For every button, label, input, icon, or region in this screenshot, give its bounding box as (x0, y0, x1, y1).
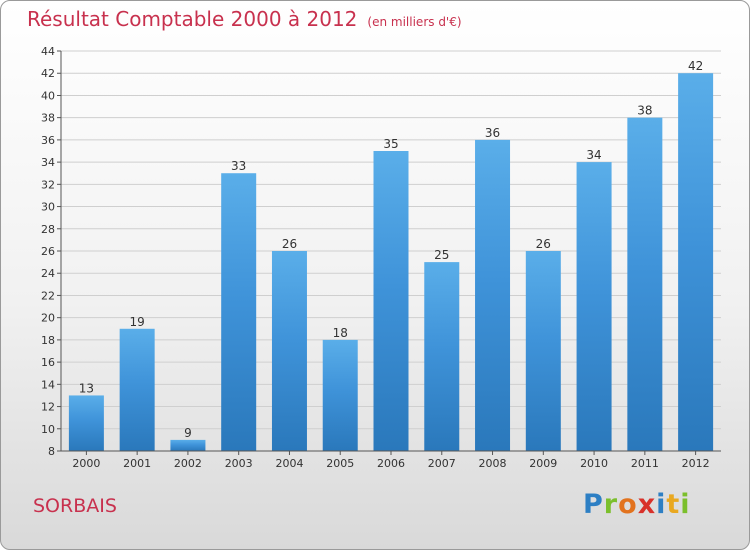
y-tick-label: 20 (41, 312, 55, 325)
x-tick-label: 2004 (275, 457, 303, 470)
x-tick-label: 2003 (225, 457, 253, 470)
data-label: 35 (383, 137, 398, 151)
x-tick-label: 2001 (123, 457, 151, 470)
data-label: 26 (536, 237, 551, 251)
logo-letter: t (666, 489, 681, 520)
data-label: 36 (485, 126, 500, 140)
data-label: 33 (231, 159, 246, 173)
bar-2005 (322, 339, 358, 451)
y-tick-label: 42 (41, 67, 55, 80)
bar-2001 (119, 328, 155, 451)
y-tick-label: 38 (41, 112, 55, 125)
y-tick-label: 32 (41, 178, 55, 191)
proxiti-logo: Proxiti (583, 489, 691, 520)
y-tick-label: 24 (41, 267, 55, 280)
bar-2003 (221, 173, 257, 451)
logo-letter: i (656, 489, 667, 520)
logo-letter: i (680, 489, 691, 520)
x-tick-label: 2006 (377, 457, 405, 470)
bar-2002 (170, 439, 206, 451)
data-label: 13 (79, 381, 94, 395)
y-tick-label: 28 (41, 223, 55, 236)
y-tick-label: 10 (41, 423, 55, 436)
x-tick-label: 2011 (631, 457, 659, 470)
x-tick-label: 2000 (72, 457, 100, 470)
logo-letter: x (637, 489, 657, 520)
data-label: 9 (184, 426, 192, 440)
y-tick-label: 14 (41, 378, 55, 391)
logo-letter: r (603, 489, 619, 520)
bar-2006 (373, 151, 409, 451)
bar-2004 (271, 251, 307, 451)
y-tick-label: 30 (41, 201, 55, 214)
bar-2010 (576, 162, 612, 451)
chart-title: Résultat Comptable 2000 à 2012 (en millie… (27, 7, 462, 31)
bar-2000 (68, 395, 104, 451)
chart-title-text: Résultat Comptable 2000 à 2012 (27, 7, 358, 31)
bar-2012 (678, 73, 714, 451)
chart-subtitle: (en milliers d'€) (367, 15, 462, 29)
y-tick-label: 40 (41, 89, 55, 102)
y-tick-label: 34 (41, 156, 55, 169)
data-label: 19 (130, 315, 145, 329)
bar-2008 (475, 139, 511, 451)
data-label: 34 (586, 148, 601, 162)
data-label: 18 (333, 326, 348, 340)
bar-2011 (627, 117, 663, 452)
x-tick-label: 2008 (479, 457, 507, 470)
y-tick-label: 44 (41, 45, 55, 58)
x-tick-label: 2010 (580, 457, 608, 470)
x-tick-label: 2002 (174, 457, 202, 470)
x-tick-label: 2009 (529, 457, 557, 470)
y-tick-label: 12 (41, 401, 55, 414)
logo-letter: P (583, 489, 604, 520)
y-tick-label: 8 (48, 445, 55, 458)
y-tick-label: 26 (41, 245, 55, 258)
y-tick-label: 22 (41, 289, 55, 302)
bar-2007 (424, 262, 460, 451)
x-tick-label: 2007 (428, 457, 456, 470)
data-label: 38 (637, 104, 652, 118)
data-label: 26 (282, 237, 297, 251)
x-tick-label: 2012 (682, 457, 710, 470)
location-name: SORBAIS (33, 495, 117, 517)
y-tick-label: 18 (41, 334, 55, 347)
bar-2009 (525, 251, 561, 451)
data-label: 25 (434, 248, 449, 262)
logo-letter: o (618, 489, 638, 520)
data-label: 42 (688, 59, 703, 73)
y-tick-label: 16 (41, 356, 55, 369)
x-tick-label: 2005 (326, 457, 354, 470)
y-tick-label: 36 (41, 134, 55, 147)
